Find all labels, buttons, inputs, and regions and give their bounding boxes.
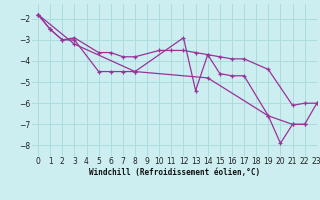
X-axis label: Windchill (Refroidissement éolien,°C): Windchill (Refroidissement éolien,°C) <box>89 168 260 177</box>
